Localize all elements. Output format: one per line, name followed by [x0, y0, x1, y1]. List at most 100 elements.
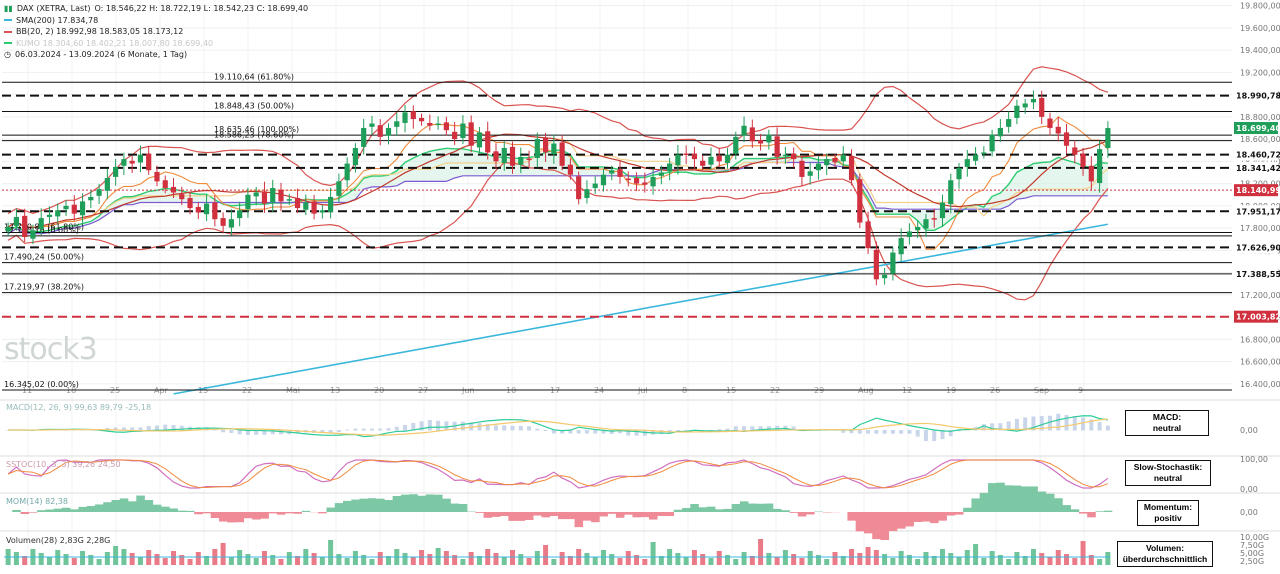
macd-histogram-bar	[345, 430, 349, 431]
candle-body	[650, 177, 655, 186]
momentum-bar	[1005, 485, 1014, 512]
momentum-bar	[608, 512, 617, 514]
momentum-bar	[914, 512, 923, 522]
momentum-bar	[963, 508, 972, 512]
momentum-bar	[318, 512, 327, 513]
x-tick-label: 26	[990, 386, 1000, 395]
volume-bar	[411, 557, 416, 565]
momentum-bar	[45, 510, 54, 512]
volume-bar	[717, 551, 722, 565]
fib-level-label: 16.345,02 (0.00%)	[4, 380, 79, 389]
watermark-logo: stock3	[4, 332, 97, 367]
candle-body	[923, 219, 928, 228]
macd-histogram-bar	[891, 430, 895, 434]
momentum-bar	[955, 512, 964, 515]
legend-instrument: ▮▮DAX (XETRA, Last)O: 18.546,22 H: 18.72…	[4, 3, 308, 15]
momentum-bar	[748, 504, 757, 512]
volume-bar	[609, 554, 614, 565]
candle-body	[593, 184, 598, 188]
momentum-bar	[889, 512, 898, 531]
candle-body	[634, 178, 639, 184]
momentum-bar	[442, 499, 451, 512]
macd-histogram-bar	[932, 430, 936, 441]
candle-body	[948, 180, 953, 204]
candle-body	[568, 165, 573, 175]
volume-bar	[543, 545, 548, 565]
candle-body	[783, 155, 788, 157]
momentum-bar	[451, 504, 460, 512]
candle-body	[617, 169, 622, 177]
price-level-label: 17.388,55	[1236, 270, 1280, 279]
momentum-bar	[616, 512, 625, 518]
x-tick-label: 25	[110, 386, 120, 395]
momentum-bar	[111, 500, 120, 512]
volume-bar	[948, 553, 953, 565]
volume-bar	[353, 551, 358, 565]
candle-body	[1031, 99, 1036, 102]
candle-body	[915, 227, 920, 230]
candle-body	[626, 179, 631, 181]
volume-bar	[279, 559, 284, 565]
momentum-bar	[1087, 512, 1096, 517]
candle-body	[775, 136, 780, 157]
volume-bar	[758, 539, 763, 565]
momentum-bar	[120, 498, 129, 512]
momentum-bar	[70, 509, 79, 512]
momentum-bar	[1021, 486, 1030, 512]
candle-body	[63, 206, 68, 209]
candle-body	[353, 148, 358, 165]
momentum-bar	[905, 512, 914, 526]
volume-bar	[105, 552, 110, 565]
candle-body	[303, 203, 308, 210]
macd-histogram-bar	[1056, 414, 1060, 431]
momentum-bar	[806, 512, 815, 514]
momentum-bar	[285, 512, 294, 513]
momentum-bar	[1095, 511, 1104, 512]
momentum-bar	[864, 512, 873, 533]
macd-histogram-bar	[1015, 419, 1019, 431]
momentum-status-box: Momentum:positiv	[1137, 500, 1199, 526]
candle-body	[890, 253, 895, 274]
momentum-bar	[624, 512, 633, 515]
volume-bar	[460, 559, 465, 565]
momentum-bar	[566, 512, 575, 519]
dashed-level-label: 17.626,90	[1236, 243, 1280, 252]
candle-body	[1064, 132, 1069, 145]
momentum-bar	[368, 498, 377, 512]
momentum-bar	[426, 494, 435, 512]
macd-histogram-bar	[337, 430, 341, 432]
volume-bar	[642, 559, 647, 565]
momentum-bar	[674, 510, 683, 512]
volume-bar	[336, 554, 341, 565]
momentum-bar	[649, 512, 658, 520]
macd-histogram-bar	[726, 429, 730, 431]
y-tick-label: 19.400,00	[1240, 46, 1280, 55]
candle-body	[791, 154, 796, 160]
momentum-bar	[599, 512, 608, 516]
momentum-bar	[186, 511, 195, 512]
macd-histogram-bar	[899, 430, 903, 434]
macd-histogram-bar	[519, 426, 523, 431]
momentum-bar	[227, 512, 236, 522]
y-tick-label: 17.200,00	[1240, 291, 1280, 300]
volume-bar	[833, 552, 838, 565]
momentum-bar	[401, 495, 410, 512]
candle-body	[857, 179, 862, 222]
volume-bar	[651, 542, 656, 565]
momentum-bar	[847, 512, 856, 521]
macd-histogram-bar	[585, 430, 589, 434]
dashed-level-label: 18.341,42	[1236, 164, 1280, 173]
candle-body	[940, 203, 945, 219]
candle-body	[576, 176, 581, 199]
volume-bar	[626, 551, 631, 565]
candle-body	[436, 124, 441, 126]
candle-body	[477, 132, 482, 147]
candle-body	[725, 155, 730, 163]
momentum-bar	[492, 512, 501, 517]
fib-level-label: 18.848,43 (50.00%)	[214, 101, 294, 110]
volume-bar	[990, 551, 995, 565]
momentum-bar	[773, 509, 782, 512]
volume-bar	[700, 554, 705, 565]
